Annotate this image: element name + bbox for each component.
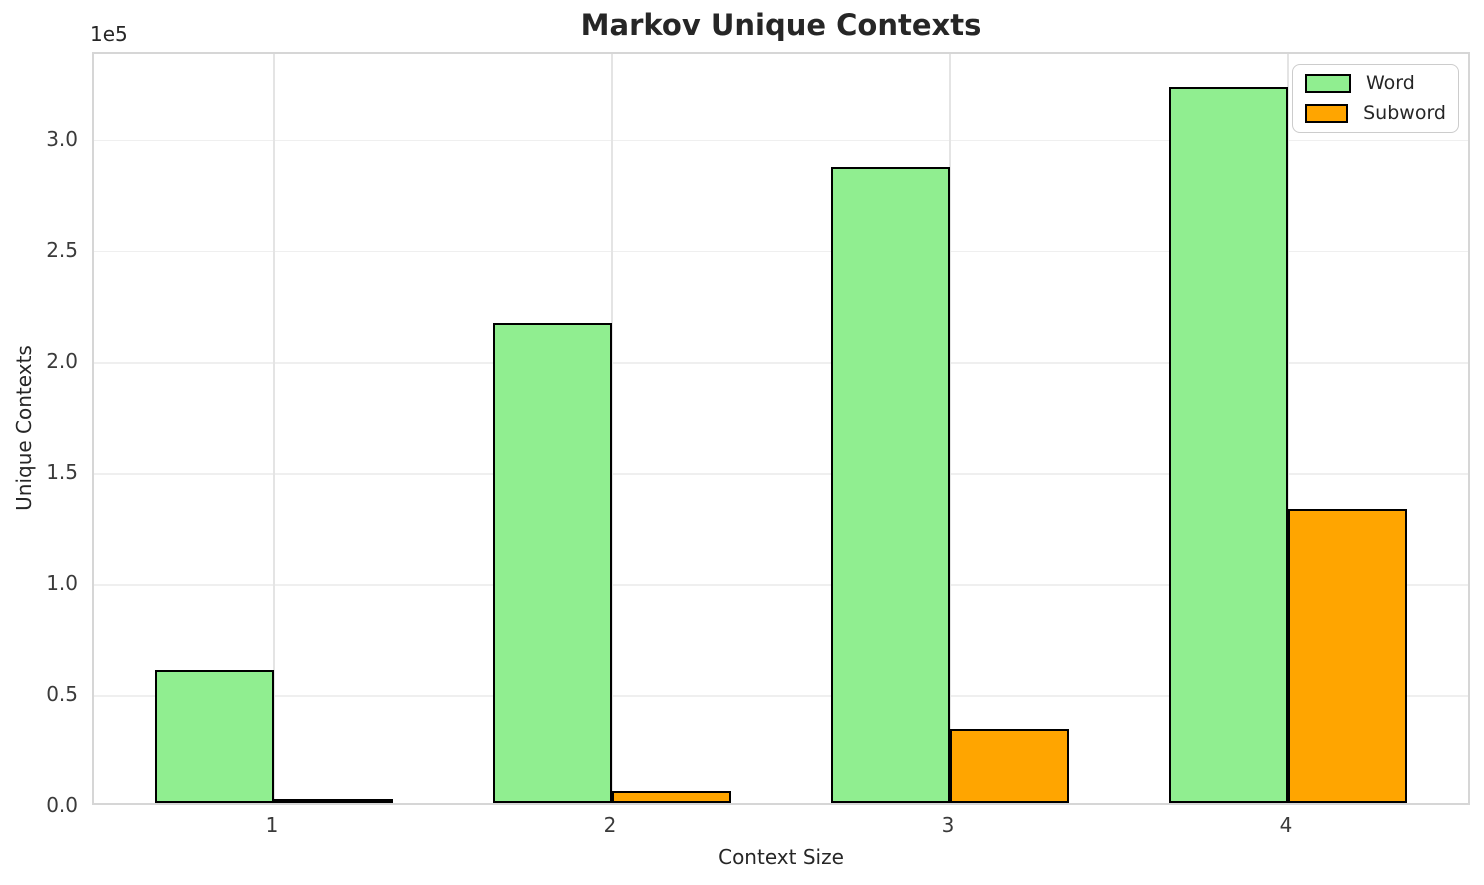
x-tick-label: 3 bbox=[941, 813, 955, 837]
plot-area bbox=[92, 52, 1470, 805]
y-gridline bbox=[94, 361, 1468, 364]
y-tick-label: 2.0 bbox=[46, 348, 78, 373]
bar-subword-context-3 bbox=[950, 728, 1069, 803]
legend-label-subword: Subword bbox=[1363, 102, 1446, 124]
x-gridline bbox=[273, 54, 275, 803]
legend-swatch-word-icon bbox=[1305, 74, 1351, 93]
chart-title: Markov Unique Contexts bbox=[580, 8, 982, 42]
y-gridline bbox=[94, 584, 1468, 586]
y-gridline bbox=[94, 695, 1468, 697]
legend-item-word: Word bbox=[1305, 72, 1446, 95]
y-tick-label: 2.5 bbox=[46, 237, 78, 262]
bar-subword-context-4 bbox=[1288, 509, 1407, 803]
x-tick-label: 4 bbox=[1279, 813, 1293, 837]
legend-label-word: Word bbox=[1366, 72, 1415, 94]
y-axis-offset-text: 1e5 bbox=[90, 22, 128, 46]
y-gridline bbox=[94, 139, 1468, 142]
y-gridline bbox=[94, 473, 1468, 475]
legend-swatch-subword-icon bbox=[1305, 104, 1349, 123]
y-gridline bbox=[94, 250, 1468, 253]
bar-subword-context-1 bbox=[274, 799, 393, 803]
x-tick-label: 2 bbox=[603, 813, 617, 837]
legend-item-subword: Subword bbox=[1305, 102, 1446, 125]
y-tick-label: 1.5 bbox=[46, 459, 78, 484]
x-tick-label: 1 bbox=[265, 813, 279, 837]
y-tick-label: 0.5 bbox=[46, 681, 78, 706]
legend: Word Subword bbox=[1292, 64, 1459, 133]
bar-word-context-3 bbox=[831, 166, 950, 803]
bar-word-context-2 bbox=[493, 323, 612, 803]
y-tick-label: 0.0 bbox=[46, 793, 78, 817]
x-axis-label: Context Size bbox=[718, 845, 844, 869]
y-tick-label: 1.0 bbox=[46, 570, 78, 595]
bar-subword-context-2 bbox=[612, 790, 731, 803]
bar-word-context-1 bbox=[155, 669, 274, 803]
bar-word-context-4 bbox=[1169, 87, 1288, 803]
y-tick-label: 3.0 bbox=[46, 126, 78, 151]
